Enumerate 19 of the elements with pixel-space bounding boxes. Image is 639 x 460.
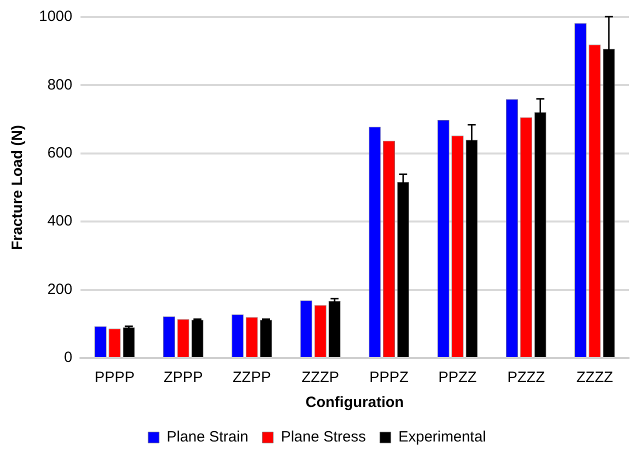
legend-label: Plane Stress xyxy=(280,428,366,446)
y-axis-title: Fracture Load (N) xyxy=(9,124,26,250)
x-tick-label: ZZZP xyxy=(302,369,340,386)
legend-label: Experimental xyxy=(398,428,486,446)
y-tick-label: 200 xyxy=(47,280,72,298)
x-axis-title: Configuration xyxy=(306,394,404,412)
legend-label: Plane Strain xyxy=(166,428,248,446)
x-tick-label: PPZZ xyxy=(438,369,477,386)
x-tick-label: ZPPP xyxy=(164,369,203,386)
x-tick-label: ZZPP xyxy=(232,369,271,386)
y-tick-label: 800 xyxy=(47,76,72,94)
y-tick-label: 400 xyxy=(47,212,72,230)
y-tick-label: 1000 xyxy=(38,8,72,26)
y-tick-label: 600 xyxy=(47,144,72,162)
x-tick-label: ZZZZ xyxy=(576,369,614,386)
y-tick-label: 0 xyxy=(64,349,72,366)
x-tick-label: PPPP xyxy=(94,369,135,386)
x-tick-label: PPPZ xyxy=(369,369,409,386)
x-tick-label: PZZZ xyxy=(507,369,545,386)
